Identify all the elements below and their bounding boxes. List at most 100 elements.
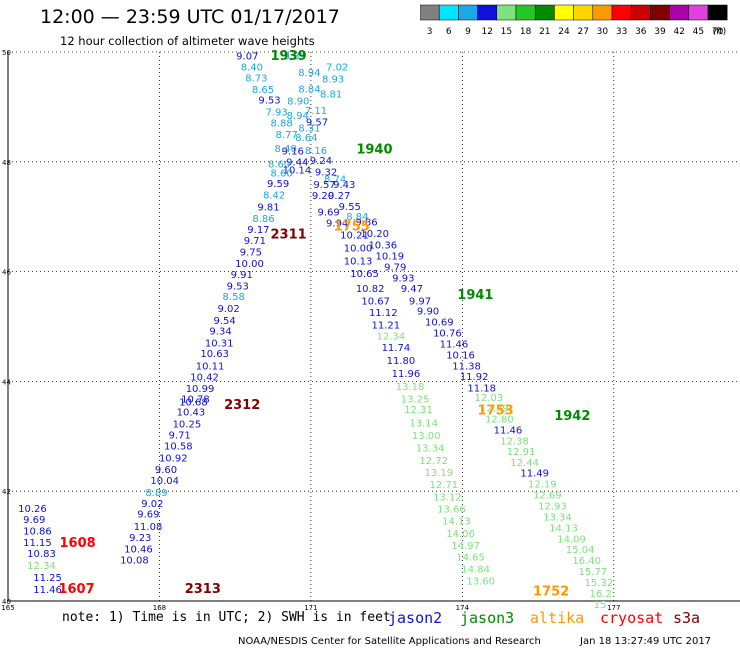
swh-value: 13.66 <box>437 505 466 516</box>
swh-value: 9.20 <box>312 191 334 202</box>
swh-value: 9.54 <box>213 316 235 327</box>
swh-value: 9.32 <box>315 168 337 179</box>
y-tick-label: 50 <box>2 49 11 57</box>
mission-s3a: s3a <box>673 609 701 627</box>
scale-label: 30 <box>597 27 609 37</box>
swh-value: 11.21 <box>371 321 400 332</box>
swh-value: 9.24 <box>310 156 332 167</box>
scale-label: 39 <box>654 27 666 37</box>
swh-value: 13.00 <box>412 431 441 442</box>
swh-value: 9.60 <box>155 465 177 476</box>
swh-value: 9.79 <box>384 263 406 274</box>
swh-value: 8.58 <box>223 292 245 303</box>
swh-value: 11.08 <box>134 522 163 533</box>
swh-value: 9.97 <box>409 297 431 308</box>
swh-value: 12.80 <box>485 415 514 426</box>
swh-value: 10.00 <box>344 243 373 254</box>
x-tick-label: 168 <box>153 604 166 612</box>
pass-time-label: 2312 <box>224 398 260 413</box>
swh-value: 15 <box>594 600 607 611</box>
swh-value: 12.34 <box>377 332 406 343</box>
swh-value: 12.71 <box>430 480 459 491</box>
pass-time-label: 1753 <box>477 403 513 418</box>
swh-value: 9.55 <box>339 202 361 213</box>
scale-label: 45 <box>693 27 704 37</box>
swh-value: 11.74 <box>382 343 411 354</box>
footer-note: note: 1) Time is in UTC; 2) SWH is in fe… <box>62 610 391 625</box>
swh-value: 9.93 <box>392 273 414 284</box>
swh-value: 11.80 <box>387 356 416 367</box>
swh-value: 10.83 <box>27 549 56 560</box>
scale-label: 42 <box>673 27 684 37</box>
swh-value: 10.16 <box>446 350 475 361</box>
swh-value: 10.13 <box>344 256 373 267</box>
swh-value: 9.71 <box>169 430 191 441</box>
swh-value: 15.77 <box>578 567 607 578</box>
swh-value: 10.58 <box>164 441 193 452</box>
swh-value: 9.43 <box>333 180 355 191</box>
swh-value: 12.34 <box>27 561 56 572</box>
swh-value: 9.91 <box>231 270 253 281</box>
scale-label: 21 <box>539 27 550 37</box>
swh-value: 12.31 <box>404 405 433 416</box>
swh-value: 14.97 <box>451 541 480 552</box>
swh-value: 11.25 <box>33 573 62 584</box>
swh-value: 9.59 <box>267 179 289 190</box>
swh-value: 11.15 <box>23 538 52 549</box>
y-tick-label: 46 <box>2 269 11 277</box>
scale-label: 9 <box>465 27 471 37</box>
swh-value: 8.74 <box>324 175 346 186</box>
swh-value: 9.02 <box>218 304 240 315</box>
pass-time-label: 1939 <box>271 49 307 64</box>
swh-value: 14.09 <box>557 534 586 545</box>
swh-value: 9.86 <box>355 217 377 228</box>
swh-value: 14.13 <box>549 523 578 534</box>
swh-value: 8.89 <box>145 488 167 499</box>
swh-value: 7.11 <box>305 106 327 117</box>
swh-value: 8.77 <box>276 130 298 141</box>
swh-value: 9.17 <box>247 225 269 236</box>
swh-value: 14.65 <box>456 552 485 563</box>
swh-value: 10.14 <box>283 165 312 176</box>
swh-value: 12.44 <box>510 458 539 469</box>
x-tick-label: 174 <box>456 604 470 612</box>
swh-value: 8.86 <box>252 214 274 225</box>
page-title: 12:00 — 23:59 UTC 01/17/2017 <box>40 6 340 28</box>
swh-value: 8.84 <box>346 212 368 223</box>
swh-value: 10.86 <box>23 527 52 538</box>
swh-value: 10.20 <box>360 229 389 240</box>
mission-cryosat: cryosat <box>600 609 664 627</box>
swh-value: 11.18 <box>467 383 496 394</box>
pass-time-label: 1941 <box>457 288 493 303</box>
scale-swatch <box>707 4 728 21</box>
swh-value: 9.90 <box>417 306 439 317</box>
swh-value: 8.94 <box>298 68 320 79</box>
swh-value: 10.78 <box>181 394 210 405</box>
y-tick-label: 42 <box>2 488 11 496</box>
x-tick-label: 165 <box>1 604 14 612</box>
swh-value: 8.65 <box>252 85 274 96</box>
color-scale-legend: 3 6 9 12 15 18 21 24 27 30 33 36 39 42 45 70(ft) <box>420 4 728 37</box>
swh-value: 8.93 <box>322 75 344 86</box>
swh-value: 14.84 <box>461 564 490 575</box>
scale-label: 15 <box>501 27 512 37</box>
swh-value: 11.12 <box>369 308 398 319</box>
swh-value: 12.19 <box>528 479 557 490</box>
swh-value: 10.82 <box>356 284 385 295</box>
credit-text: NOAA/NESDIS Center for Satellite Applica… <box>238 636 541 647</box>
swh-value: 11.38 <box>452 361 481 372</box>
pass-time-label: 1942 <box>554 409 590 424</box>
page-subtitle: 12 hour collection of altimeter wave hei… <box>60 34 315 48</box>
swh-value: 7.93 <box>265 108 287 119</box>
swh-value: 9.94 <box>326 219 348 230</box>
mission-jason2: jason2 <box>388 609 443 627</box>
swh-value: 13.18 <box>396 382 425 393</box>
swh-value: 10.43 <box>177 407 206 418</box>
swh-value: 16.40 <box>572 556 601 567</box>
swh-value: 7.02 <box>326 63 348 74</box>
swh-value: 9.81 <box>257 203 279 214</box>
swh-value: 8.40 <box>275 144 297 155</box>
scale-label: 12 <box>481 27 492 37</box>
swh-value: 9.34 <box>209 327 231 338</box>
